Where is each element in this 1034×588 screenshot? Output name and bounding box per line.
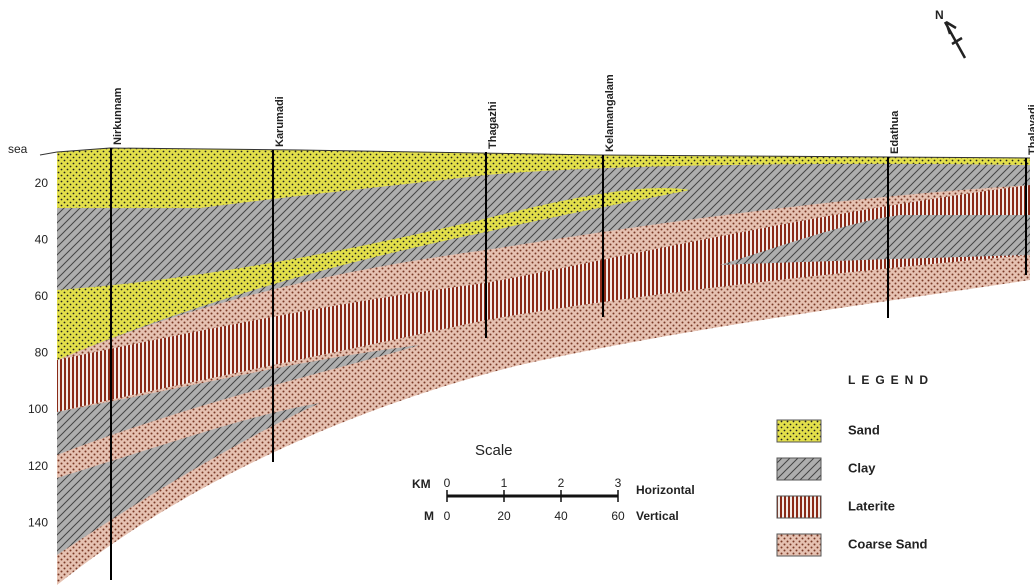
scale-tick-label: 20 bbox=[497, 509, 511, 523]
legend-label: Laterite bbox=[848, 498, 895, 513]
legend-swatch bbox=[777, 458, 821, 480]
scale-tick-label: 1 bbox=[501, 476, 508, 490]
layers bbox=[40, 148, 1030, 585]
cross-section: N LEGEND Scale KM M Horizontal Vertical … bbox=[0, 0, 1034, 588]
borehole-label: Thalavadi bbox=[1027, 104, 1034, 155]
depth-label: 80 bbox=[35, 346, 49, 360]
north-label: N bbox=[935, 8, 944, 22]
depth-label: 140 bbox=[28, 515, 48, 529]
borehole-label: Thagazhi bbox=[487, 101, 499, 149]
depth-label: 20 bbox=[35, 176, 49, 190]
borehole-label: Nirkunnam bbox=[112, 87, 124, 145]
borehole-label: Karumadi bbox=[274, 96, 286, 147]
legend-label: Clay bbox=[848, 460, 876, 475]
scale-label: Horizontal bbox=[636, 483, 695, 497]
depth-label: 40 bbox=[35, 232, 49, 246]
legend-swatch bbox=[777, 496, 821, 518]
sea-label: sea bbox=[8, 142, 28, 156]
legend-title: LEGEND bbox=[848, 373, 934, 387]
north-arrow: N bbox=[935, 8, 965, 58]
legend-label: Sand bbox=[848, 422, 880, 437]
scale-tick-label: 60 bbox=[611, 509, 625, 523]
depth-label: 120 bbox=[28, 459, 48, 473]
legend-label: Coarse Sand bbox=[848, 536, 928, 551]
scale-tick-label: 3 bbox=[615, 476, 622, 490]
scale-label: Vertical bbox=[636, 509, 679, 523]
legend-swatch bbox=[777, 420, 821, 442]
legend-swatch bbox=[777, 534, 821, 556]
scale-tick-label: 40 bbox=[554, 509, 568, 523]
scale-tick-label: 0 bbox=[444, 509, 451, 523]
scale-unit: M bbox=[424, 509, 434, 523]
borehole-label: Kelamangalam bbox=[604, 74, 616, 152]
scale-tick-label: 0 bbox=[444, 476, 451, 490]
scale-tick-label: 2 bbox=[558, 476, 565, 490]
scale-unit: KM bbox=[412, 477, 431, 491]
depth-label: 60 bbox=[35, 289, 49, 303]
borehole-label: Edathua bbox=[889, 110, 901, 154]
scale-title: Scale bbox=[475, 442, 513, 459]
depth-label: 100 bbox=[28, 402, 48, 416]
